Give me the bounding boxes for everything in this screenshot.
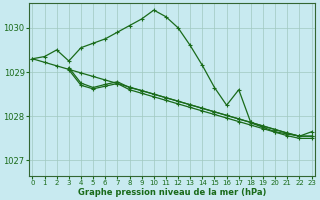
X-axis label: Graphe pression niveau de la mer (hPa): Graphe pression niveau de la mer (hPa)	[78, 188, 266, 197]
